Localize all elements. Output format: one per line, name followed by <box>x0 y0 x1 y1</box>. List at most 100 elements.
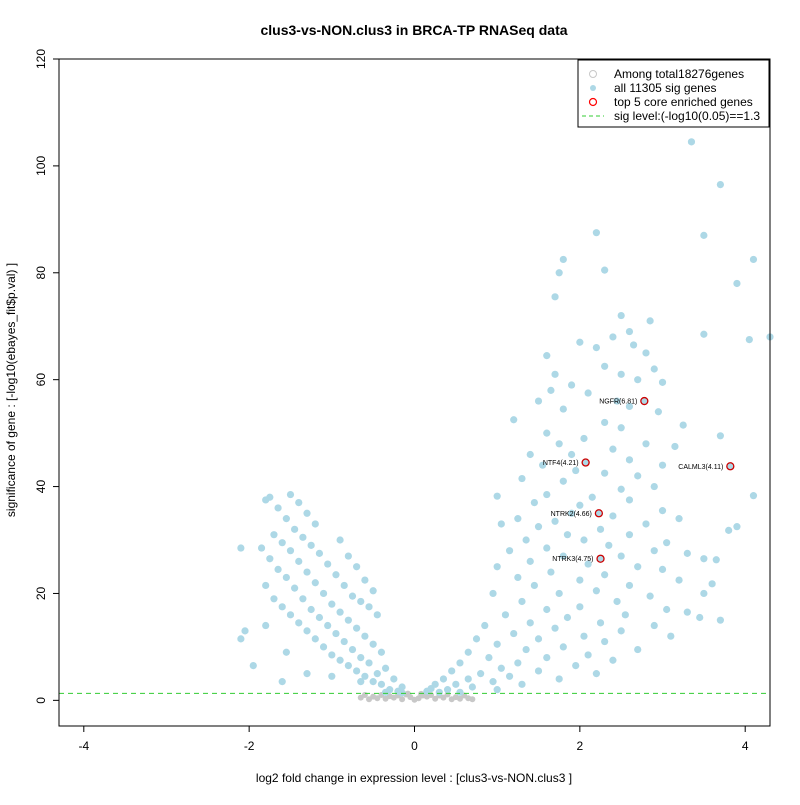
sig-gene-point <box>551 624 559 632</box>
sig-gene-point <box>365 603 373 611</box>
sig-gene-point <box>530 581 538 590</box>
legend-box <box>577 59 770 128</box>
core-gene-point <box>640 396 649 406</box>
sig-gene-point <box>596 525 605 533</box>
y-tick-label: 40 <box>34 480 48 494</box>
sig-gene-point <box>547 568 555 576</box>
sig-gene-point <box>489 678 497 686</box>
sig-gene-point <box>576 501 584 509</box>
x-axis-label: log2 fold change in expression level : [… <box>256 771 572 785</box>
sig-gene-point <box>625 327 634 336</box>
sig-gene-point <box>634 376 642 384</box>
core-genes-layer: NGFR(6.81) NTF4(4.21) CALML3(4.11) NTRK2(4.… <box>543 396 735 563</box>
sig-gene-point <box>601 469 609 477</box>
sig-gene-point <box>601 362 609 370</box>
sig-gene-point <box>650 365 658 373</box>
core-gene-label: NTRK2(4.66) <box>551 511 592 518</box>
core-gene-label: NTF4(4.21) <box>543 460 579 467</box>
sig-gene-point <box>328 651 336 659</box>
sig-gene-point <box>493 492 501 500</box>
sig-gene-point <box>324 621 332 630</box>
sig-gene-point <box>580 434 588 443</box>
sig-gene-point <box>439 675 448 683</box>
sig-gene-point <box>282 648 290 656</box>
sig-gene-point <box>357 653 365 662</box>
y-tick-label: 80 <box>34 266 48 280</box>
sig-gene-point <box>443 686 452 694</box>
sig-gene-point <box>654 408 662 416</box>
sig-gene-point <box>559 552 567 560</box>
legend-marker-core-genes <box>588 97 598 107</box>
sig-gene-point <box>291 584 299 592</box>
sig-gene-point <box>303 568 311 576</box>
sig-gene-point <box>328 672 336 680</box>
sig-gene-point <box>625 456 634 464</box>
core-gene-label: NGFR(6.81) <box>599 399 637 406</box>
sig-gene-point <box>435 688 443 696</box>
points-layer <box>237 138 774 703</box>
sig-gene-point <box>369 640 377 648</box>
sig-gene-point <box>510 416 518 424</box>
sig-gene-point <box>634 563 642 571</box>
legend: Among total18276genes all 11305 sig gene… <box>577 59 770 128</box>
background-gene-point <box>366 696 373 703</box>
sig-gene-point <box>274 504 282 512</box>
sig-gene-point <box>700 330 708 338</box>
y-tick-label: 100 <box>34 156 48 176</box>
sig-gene-point <box>534 635 543 643</box>
sig-gene-point <box>505 672 514 680</box>
sig-gene-point <box>241 627 249 635</box>
sig-gene-point <box>567 450 576 459</box>
sig-gene-point <box>551 370 559 378</box>
sig-gene-point <box>332 571 340 579</box>
sig-gene-point <box>319 589 328 598</box>
legend-marker-sig-genes <box>590 85 596 91</box>
sig-gene-point <box>307 605 315 614</box>
sig-gene-point <box>642 520 650 528</box>
sig-gene-point <box>311 635 319 643</box>
sig-gene-point <box>286 547 295 555</box>
core-gene-point <box>594 509 604 518</box>
sig-gene-point <box>716 180 724 189</box>
sig-gene-point <box>642 440 650 448</box>
sig-gene-point <box>307 541 315 549</box>
sig-gene-point <box>282 573 290 582</box>
sig-gene-point <box>274 565 282 574</box>
sig-gene-point <box>311 520 319 528</box>
sig-gene-point <box>625 531 634 539</box>
sig-gene-point <box>266 555 274 563</box>
sig-gene-point <box>543 544 551 552</box>
sig-gene-point <box>514 515 522 523</box>
sig-gene-point <box>237 635 245 643</box>
plot-frame <box>58 58 771 727</box>
sig-gene-point <box>522 645 530 654</box>
sig-gene-point <box>576 576 584 584</box>
sig-gene-point <box>526 557 534 565</box>
sig-gene-point <box>319 643 328 651</box>
sig-gene-point <box>311 579 319 587</box>
sig-gene-point <box>601 418 609 427</box>
sig-gene-point <box>563 531 572 539</box>
sig-gene-point <box>625 581 634 590</box>
sig-gene-point <box>696 613 704 622</box>
sig-gene-point <box>257 544 266 552</box>
sig-gene-point <box>601 571 609 579</box>
x-tick-label: -4 <box>78 739 89 753</box>
core-gene-point <box>596 554 605 563</box>
sig-gene-point <box>381 688 390 696</box>
sig-gene-point <box>658 507 667 515</box>
sig-gene-point <box>505 547 514 555</box>
sig-gene-point <box>377 648 386 656</box>
background-gene-point <box>411 696 418 703</box>
sig-gene-point <box>543 352 551 360</box>
sig-gene-point <box>344 662 352 670</box>
sig-gene-point <box>543 605 551 614</box>
sig-gene-point <box>365 659 373 667</box>
sig-gene-point <box>584 651 592 659</box>
sig-gene-point <box>361 632 369 640</box>
sig-gene-point <box>725 526 733 534</box>
sig-gene-point <box>613 397 621 405</box>
sig-gene-point <box>650 621 658 630</box>
